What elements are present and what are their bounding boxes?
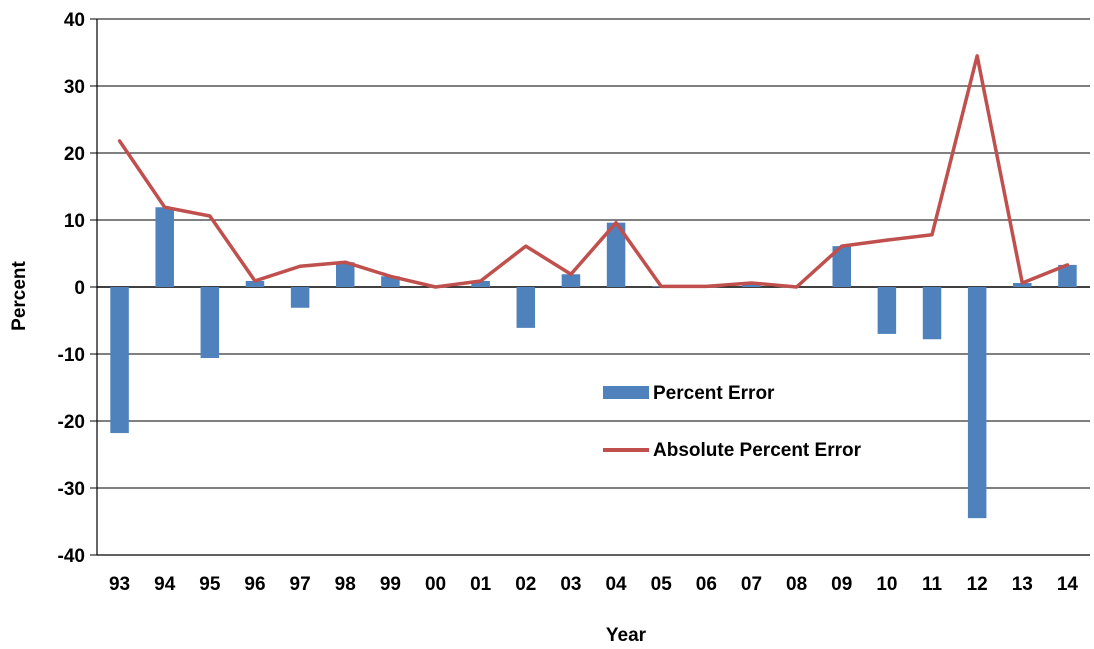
- x-tick-label-09: 09: [831, 574, 852, 595]
- x-tick-label-99: 99: [380, 574, 401, 595]
- x-tick-label-06: 06: [696, 574, 717, 595]
- legend-swatch-percent-error: [603, 386, 649, 399]
- x-tick-label-02: 02: [515, 574, 536, 595]
- x-tick-label-13: 13: [1012, 574, 1033, 595]
- bar-percent-error-97: [290, 287, 310, 308]
- y-tick-label--30: -30: [58, 479, 85, 500]
- y-tick-label--20: -20: [58, 412, 85, 433]
- x-tick-label-10: 10: [876, 574, 897, 595]
- y-tick-label-40: 40: [64, 10, 85, 31]
- x-tick-label-04: 04: [605, 574, 627, 595]
- y-tick-label--10: -10: [58, 345, 85, 366]
- x-tick-label-11: 11: [922, 574, 943, 595]
- legend-label-percent-error: Percent Error: [653, 383, 775, 404]
- bar-percent-error-02: [516, 287, 536, 328]
- x-tick-label-03: 03: [560, 574, 581, 595]
- x-tick-label-12: 12: [967, 574, 988, 595]
- bar-percent-error-96: [245, 280, 265, 287]
- axes: [96, 19, 1090, 556]
- legend: Percent Error Absolute Percent Error: [603, 383, 862, 461]
- x-tick-label-01: 01: [470, 574, 492, 595]
- bar-percent-error-01: [471, 280, 490, 287]
- x-tick-label-93: 93: [109, 574, 130, 595]
- bar-series-percent-error: [110, 207, 1077, 519]
- x-tick-label-08: 08: [786, 574, 807, 595]
- x-tick-label-98: 98: [335, 574, 356, 595]
- line-series-absolute-percent-error: [117, 54, 1070, 289]
- y-axis-title: Percent: [9, 260, 30, 330]
- legend-label-absolute-percent-error: Absolute Percent Error: [653, 440, 862, 461]
- y-tick-label-30: 30: [64, 77, 85, 98]
- bar-percent-error-99: [381, 276, 400, 287]
- bar-percent-error-94: [155, 207, 174, 287]
- x-tick-labels: 93 94 95 96 97 98 99 00 01 02 03 04 05 06 07 08 09 10 11 12…: [109, 574, 1078, 595]
- bar-percent-error-95: [200, 287, 220, 359]
- x-tick-label-95: 95: [199, 574, 221, 595]
- x-tick-label-97: 97: [290, 574, 311, 595]
- x-axis-title: Year: [606, 625, 647, 646]
- bar-percent-error-12: [967, 287, 987, 519]
- line-absolute-percent-error: [117, 54, 1070, 289]
- y-tick-label-20: 20: [64, 144, 85, 165]
- bar-percent-error-07: [742, 282, 761, 287]
- y-tick-label--40: -40: [58, 546, 85, 567]
- y-tick-label-10: 10: [64, 211, 85, 232]
- x-tick-label-05: 05: [651, 574, 673, 595]
- bar-percent-error-10: [877, 287, 897, 334]
- y-tick-label-0: 0: [74, 278, 85, 299]
- bar-percent-error-98: [335, 262, 355, 287]
- x-tick-label-96: 96: [244, 574, 265, 595]
- bar-percent-error-03: [561, 274, 581, 287]
- bar-percent-error-04: [606, 222, 626, 287]
- x-tick-label-14: 14: [1057, 574, 1079, 595]
- bar-percent-error-09: [832, 246, 852, 287]
- bar-percent-error-14: [1058, 264, 1077, 287]
- gridlines: [90, 18, 1090, 556]
- bar-percent-error-93: [110, 287, 129, 434]
- x-tick-label-07: 07: [741, 574, 762, 595]
- x-tick-label-94: 94: [154, 574, 176, 595]
- bar-percent-error-11: [922, 287, 942, 340]
- y-tick-labels: -40 -30 -20 -10 0 10 20 30 40: [58, 10, 85, 567]
- bar-percent-error-13: [1013, 282, 1032, 287]
- x-tick-label-00: 00: [425, 574, 446, 595]
